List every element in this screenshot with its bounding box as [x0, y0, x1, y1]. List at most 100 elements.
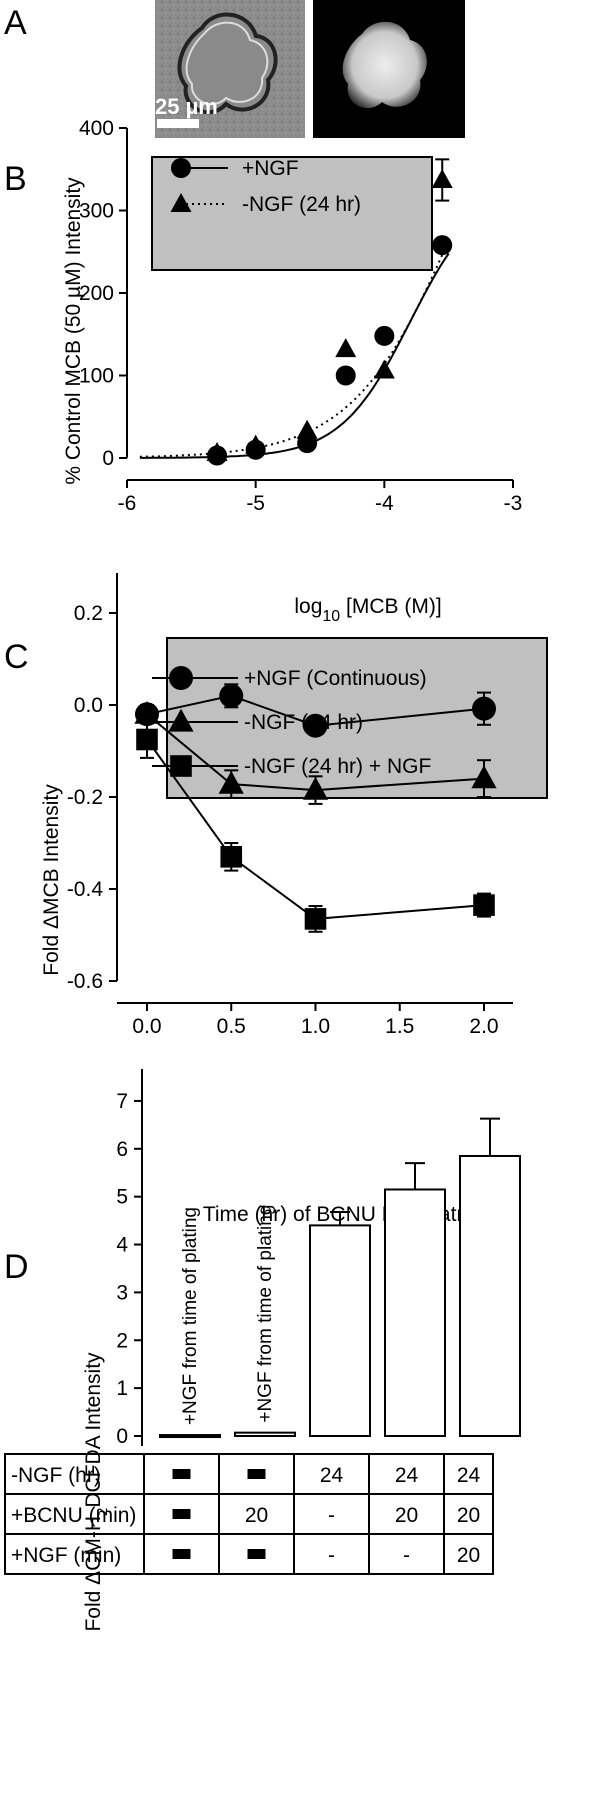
y-tick-label-b: 200 [79, 282, 114, 305]
table-cell-block [172, 1469, 191, 1479]
table-cell-block [247, 1469, 266, 1479]
y-tick-label-d: 1 [116, 1377, 128, 1400]
y-tick-label-d: 4 [116, 1234, 128, 1257]
table-cell: - [328, 1544, 335, 1567]
y-tick-label-d: 7 [116, 1090, 128, 1113]
bar-label-2: +NGF from time of plating [255, 1205, 276, 1423]
legend-marker-b [171, 158, 191, 178]
brightfield-image: 25 µm [155, 0, 305, 138]
legend-marker-c [169, 666, 193, 690]
y-tick-label-d: 3 [116, 1281, 128, 1304]
x-axis-label-base: log [294, 595, 322, 618]
x-tick-label-c: 1.0 [301, 1015, 330, 1038]
series-minus-ngf-point [296, 419, 318, 439]
x-tick-label-b: -4 [375, 492, 394, 515]
legend-marker-c [168, 708, 194, 732]
x-axis-label-rest: [MCB (M)] [340, 595, 441, 618]
x-tick-label-b: -3 [504, 492, 523, 515]
table-cell: 20 [245, 1504, 268, 1527]
panel-letter-d: D [4, 1248, 29, 1286]
bar-1 [159, 1434, 221, 1439]
series-minus-ngf-point [206, 442, 228, 462]
scale-bar-label: 25 µm [155, 94, 218, 119]
table-cell: - [328, 1504, 335, 1527]
table-cell: 24 [457, 1464, 481, 1487]
y-tick-label-c: 0.2 [74, 602, 103, 625]
chart-c: +NGF (Continuous)-NGF (24 hr)-NGF (24 hr… [40, 573, 548, 1226]
series-minus-ngf-point [431, 168, 453, 188]
series-minus-ngf-point [302, 776, 329, 800]
series-minus-ngf-line [146, 713, 485, 792]
series-minus-ngf-plus-ngf-line [146, 738, 485, 920]
series-continuous-point [219, 683, 244, 708]
table-row-label: +BCNU (min) [11, 1504, 136, 1527]
series-continuous-point [303, 713, 328, 738]
legend-label-b: -NGF (24 hr) [242, 193, 361, 216]
legend-marker-c [170, 755, 192, 777]
x-tick-label-c: 2.0 [469, 1015, 498, 1038]
bar-5 [459, 1154, 521, 1437]
series-minus-ngf-point [134, 701, 160, 724]
y-tick-label-d: 5 [116, 1186, 128, 1209]
y-tick-label-b: 0 [102, 447, 114, 470]
legend-label-c: +NGF (Continuous) [244, 667, 427, 690]
fit-curve-minus-ngf [139, 239, 450, 458]
chart-b: +NGF -NGF (24 hr) 0 100 200 300 400 -6 -5 -4 -3 %… [62, 117, 522, 625]
legend-label-b: +NGF [242, 157, 299, 180]
series-plus-ngf-point [432, 235, 453, 256]
series-minus-ngf-point [245, 434, 267, 454]
series-minus-ngf-point [373, 359, 395, 379]
series-plus-ngf-point [374, 325, 395, 346]
fluorescence-image [313, 0, 465, 138]
condition-table [4, 1453, 494, 1575]
legend-marker-b [170, 193, 192, 212]
series-minus-ngf-point [218, 770, 244, 794]
y-axis-label-d: Fold ΔCM-H2DCFDA Intensity [82, 1352, 111, 1632]
series-minus-ngf-point [335, 338, 357, 358]
fit-curve-plus-ngf [139, 252, 450, 459]
y-tick-label-c: -0.6 [67, 970, 103, 993]
x-tick-label-c: 1.5 [385, 1015, 414, 1038]
y-tick-label-d: 2 [116, 1329, 128, 1352]
x-axis-label-sub: 10 [322, 608, 340, 625]
bar-label-1: +NGF from time of plating [180, 1207, 201, 1425]
x-tick-label-b: -6 [118, 492, 137, 515]
series-plus-ngf-point [335, 365, 356, 386]
series-continuous-line [146, 694, 485, 727]
y-axis-label-d-sub: 2 [94, 1508, 111, 1516]
bar-4 [384, 1188, 446, 1438]
y-tick-label-c: 0.0 [74, 694, 103, 717]
series-minus-ngf-plus-ngf-point [304, 908, 327, 930]
x-tick-label-b: -5 [246, 492, 265, 515]
y-tick-label-d: 0 [116, 1425, 128, 1448]
series-minus-ngf-plus-ngf-point [136, 728, 158, 751]
table-cell: 20 [457, 1544, 480, 1567]
series-minus-ngf-point [471, 765, 497, 789]
legend-label-c: -NGF (24 hr) + NGF [244, 755, 431, 778]
panel-letter-b: B [4, 160, 27, 198]
series-continuous-point [472, 696, 496, 721]
table-cell-block [247, 1549, 266, 1559]
table-cell: - [403, 1544, 410, 1567]
table-cell: 20 [395, 1504, 418, 1527]
y-tick-label-b: 400 [79, 117, 114, 140]
series-minus-ngf-plus-ngf-point [220, 846, 243, 868]
y-tick-label-d: 6 [116, 1138, 128, 1161]
y-tick-label-b: 300 [79, 200, 114, 223]
x-axis-label-c: Time (hr) of BCNU Pretreatment [203, 1203, 503, 1226]
table-cell-block [172, 1509, 191, 1519]
table-row-label: +NGF (min) [11, 1544, 121, 1567]
bar-2 [234, 1431, 296, 1437]
y-axis-label-d-post: DCFDA Intensity [82, 1352, 105, 1508]
table-cell: 24 [395, 1464, 419, 1487]
y-tick-label-b: 100 [79, 365, 114, 388]
x-axis-label-b: log10 [MCB (M)] [294, 595, 441, 625]
y-tick-label-c: -0.4 [67, 878, 104, 901]
legend-box-b [151, 156, 433, 271]
y-axis-label-b: % Control MCB (50 µM) Intensity [62, 177, 85, 485]
x-tick-label-c: 0.5 [217, 1015, 246, 1038]
y-tick-label-c: -0.2 [67, 786, 103, 809]
chart-d: 0 1 2 3 4 5 6 7 +NGF from time of plating +NGF fr… [4, 1069, 521, 1632]
table-row-label: -NGF (hr) [11, 1464, 101, 1487]
